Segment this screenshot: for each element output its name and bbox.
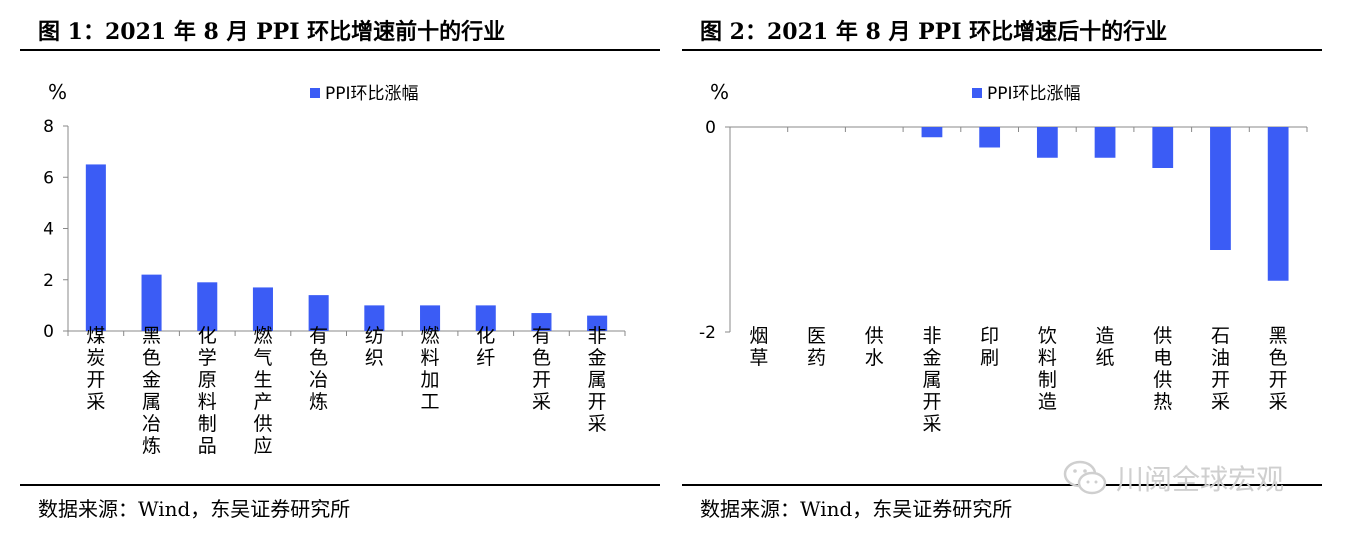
x-category-label: 造纸: [1096, 325, 1115, 369]
x-category-label: 非金属开采: [922, 325, 941, 435]
bar: [252, 287, 273, 331]
y-tick-label: 2: [43, 271, 54, 291]
x-category-label: 化纤: [476, 325, 495, 369]
source-note: 数据来源：Wind，东吴证券研究所: [700, 497, 1013, 521]
y-tick-label: 6: [43, 168, 54, 188]
watermark: 川阅全球宏观: [1062, 458, 1284, 498]
x-category-label: 有色开采: [532, 325, 551, 413]
bar: [1152, 127, 1174, 168]
bar: [141, 274, 162, 331]
bar: [475, 305, 496, 331]
x-category-label: 非金属开采: [588, 325, 607, 435]
chart-title: 图 1：2021 年 8 月 PPI 环比增速前十的行业: [38, 19, 506, 45]
x-category-label: 医药: [807, 325, 826, 369]
y-tick-label: 0: [43, 322, 54, 342]
title-rule: [20, 49, 660, 51]
legend-swatch: [310, 88, 320, 98]
x-category-label: 石油开采: [1211, 325, 1230, 413]
bar: [308, 295, 329, 331]
x-category-label: 饮料制造: [1038, 325, 1057, 413]
x-category-label: 黑色开采: [1269, 325, 1288, 413]
y-tick-label: 4: [43, 220, 54, 240]
chart-panel-bottom-ten: 图 2：2021 年 8 月 PPI 环比增速后十的行业 0 -2% PPI环比涨幅…: [682, 0, 1322, 540]
x-category-label: 化学原料制品: [198, 325, 217, 457]
y-tick-label: -2: [699, 323, 716, 343]
bar: [979, 127, 1001, 148]
y-unit-label: %: [710, 80, 729, 104]
x-category-label: 供电供热: [1153, 325, 1172, 413]
bar: [587, 315, 608, 331]
bar: [1267, 127, 1289, 281]
x-category-label: 燃气生产供应: [253, 325, 272, 457]
x-category-label: 印刷: [980, 325, 999, 369]
bar: [197, 282, 218, 331]
bar: [1210, 127, 1231, 250]
x-category-label: 煤炭开采: [86, 325, 105, 413]
x-category-label: 纺织: [365, 325, 384, 369]
y-tick-label: 0: [705, 118, 716, 138]
bar: [531, 313, 552, 331]
bar: [921, 127, 943, 138]
legend-label: PPI环比涨幅: [325, 84, 419, 104]
y-unit-label: %: [48, 80, 67, 104]
bar: [364, 305, 385, 331]
x-category-label: 供水: [865, 325, 884, 369]
legend-swatch: [972, 88, 982, 98]
chart-panel-top-ten: 图 1：2021 年 8 月 PPI 环比增速前十的行业 0 2 4 6 8% PPI环比…: [20, 0, 660, 540]
wechat-icon: [1063, 460, 1107, 495]
bar: [1036, 127, 1058, 158]
chart-title: 图 2：2021 年 8 月 PPI 环比增速后十的行业: [700, 19, 1168, 45]
source-rule: [20, 484, 660, 486]
watermark-text: 川阅全球宏观: [1116, 463, 1285, 496]
x-category-label: 燃料加工: [421, 325, 440, 413]
x-category-label: 黑色金属冶炼: [142, 325, 161, 457]
bar: [1094, 127, 1116, 158]
title-rule: [682, 49, 1322, 51]
bar: [420, 305, 441, 331]
legend-label: PPI环比涨幅: [987, 84, 1081, 104]
y-tick-label: 8: [43, 117, 54, 137]
bar: [85, 164, 106, 331]
x-category-label: 烟草: [749, 325, 768, 369]
source-note: 数据来源：Wind，东吴证券研究所: [38, 497, 351, 521]
x-category-label: 有色冶炼: [309, 325, 328, 413]
source-rule: [682, 484, 1322, 486]
